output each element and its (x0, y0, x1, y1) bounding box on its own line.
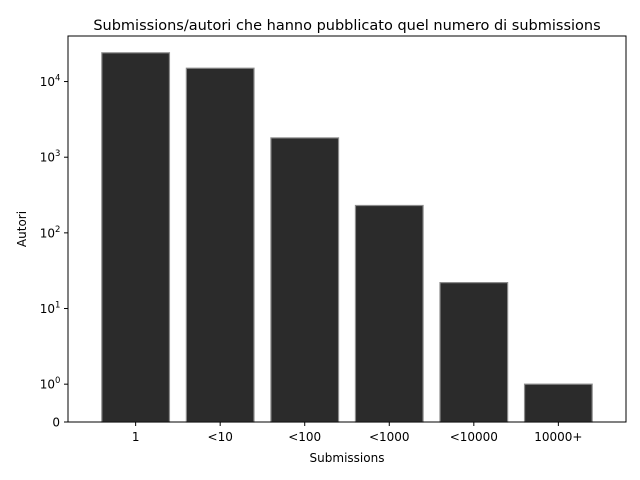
x-tick-label: 1 (132, 430, 140, 444)
x-tick-label: <10 (208, 430, 233, 444)
y-tick-label: 0 (52, 416, 60, 430)
y-tick-label: 10 (40, 302, 55, 316)
y-axis-label: Autori (15, 211, 29, 247)
x-axis-ticks: 1 <10 <100 <1000 <10000 10000+ (132, 422, 582, 444)
y-tick-exponent: 0 (55, 376, 60, 386)
y-tick-label: 10 (40, 75, 55, 89)
y-tick-exponent: 3 (55, 149, 60, 159)
y-tick-label: 10 (40, 151, 55, 165)
plot-frame (67, 35, 627, 423)
y-tick-exponent: 4 (55, 74, 60, 84)
y-tick-label: 10 (40, 378, 55, 392)
bar-4 (439, 282, 509, 423)
y-tick-exponent: 1 (55, 301, 60, 311)
x-tick-label: <10000 (450, 430, 498, 444)
bar-5 (523, 383, 593, 423)
bar-2 (270, 137, 340, 423)
bar-3 (354, 204, 424, 423)
bar-1 (185, 67, 255, 423)
bar-0 (101, 52, 171, 423)
y-tick-label: 10 (40, 226, 55, 240)
chart-title: Submissions/autori che hanno pubblicato … (93, 18, 600, 34)
x-tick-label: <100 (288, 430, 321, 444)
x-tick-label: 10000+ (534, 430, 582, 444)
x-axis-label: Submissions (310, 451, 385, 465)
y-tick-exponent: 2 (55, 225, 60, 235)
x-tick-label: <1000 (369, 430, 410, 444)
bars (101, 52, 593, 423)
